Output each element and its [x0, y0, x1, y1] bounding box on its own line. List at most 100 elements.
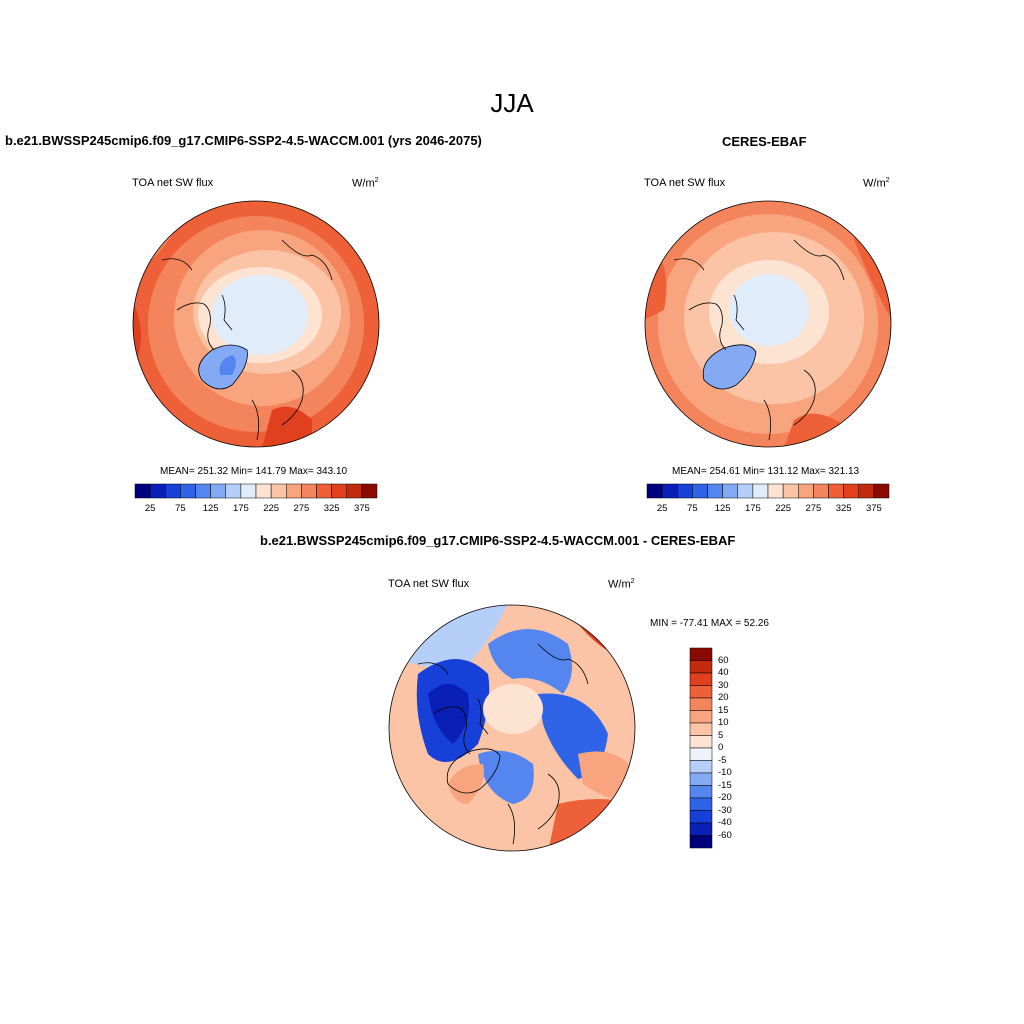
colorbar-swatch: [843, 483, 859, 499]
page-title: JJA: [490, 88, 534, 118]
colorbar-swatch: [677, 483, 693, 499]
colorbar-swatch: [813, 483, 829, 499]
right-polar-map: [644, 200, 892, 448]
left-colorbar-ticks: 25 75 125 175 225 275 325 375: [135, 503, 377, 515]
colorbar-swatch: [689, 735, 713, 749]
colorbar-tick-label: -30: [718, 804, 732, 816]
colorbar-swatch: [240, 483, 257, 499]
left-units-label: W/m2: [352, 177, 379, 190]
colorbar-swatch: [689, 772, 713, 786]
colorbar-swatch: [331, 483, 347, 499]
colorbar-tick-label: 275: [805, 503, 822, 514]
diff-stats: MIN = -77.41 MAX = 52.26: [650, 618, 769, 629]
diff-variable-label: TOA net SW flux: [388, 578, 470, 590]
colorbar-swatch: [689, 647, 713, 661]
colorbar-tick-label: 275: [293, 503, 310, 514]
colorbar-swatch: [782, 483, 799, 499]
colorbar-swatch: [361, 483, 378, 499]
right-variable-label: TOA net SW flux: [644, 177, 726, 189]
colorbar-swatch: [707, 483, 723, 499]
colorbar-swatch: [195, 483, 211, 499]
right-units-label: W/m2: [863, 177, 890, 190]
colorbar-tick-label: -20: [718, 792, 732, 803]
colorbar-tick-label: 40: [718, 667, 729, 678]
colorbar-swatch: [689, 722, 713, 736]
colorbar-swatch: [301, 483, 317, 499]
colorbar-swatch: [316, 483, 332, 499]
colorbar-swatch: [210, 483, 226, 499]
colorbar-swatch: [346, 483, 363, 499]
right-colorbar-ticks: 25 75 125 175 225 275 325 375: [647, 503, 889, 515]
colorbar-swatch: [737, 483, 754, 499]
colorbar-swatch: [828, 483, 844, 499]
colorbar-tick-label: 30: [718, 679, 729, 691]
colorbar-swatch: [689, 760, 713, 774]
right-panel-title: CERES-EBAF: [722, 134, 807, 149]
colorbar-tick-label: 75: [687, 503, 698, 514]
left-variable-label: TOA net SW flux: [132, 177, 214, 189]
colorbar-tick-label: 0: [718, 742, 724, 753]
colorbar-tick-label: 10: [718, 717, 729, 728]
colorbar-tick-label: -40: [718, 817, 732, 828]
colorbar-swatch: [149, 483, 166, 499]
colorbar-tick-label: -10: [718, 767, 732, 778]
colorbar-swatch: [286, 483, 302, 499]
diff-colorbar-ticks: 60 40 30 20 15 10 5 0 -5 -10 -15 -20 -30 -40 -60: [718, 648, 758, 848]
colorbar-tick-label: 5: [718, 729, 724, 741]
diff-colorbar: [689, 647, 713, 849]
colorbar-swatch: [689, 797, 713, 811]
colorbar-tick-label: 125: [202, 503, 219, 514]
left-polar-map: [132, 200, 380, 448]
colorbar-swatch: [180, 483, 196, 499]
colorbar-tick-label: 175: [744, 503, 761, 514]
colorbar-tick-label: 75: [175, 503, 186, 514]
colorbar-swatch: [689, 747, 713, 761]
right-colorbar: [646, 483, 890, 499]
colorbar-swatch: [858, 483, 875, 499]
colorbar-tick-label: 225: [263, 503, 280, 514]
colorbar-swatch: [692, 483, 708, 499]
diff-units-label: W/m2: [608, 578, 635, 591]
colorbar-tick-label: 20: [718, 692, 729, 703]
colorbar-swatch: [767, 483, 784, 499]
diff-panel-title: b.e21.BWSSP245cmip6.f09_g17.CMIP6-SSP2-4…: [260, 533, 736, 548]
colorbar-swatch: [689, 672, 713, 686]
colorbar-swatch: [225, 483, 242, 499]
colorbar-tick-label: 175: [232, 503, 249, 514]
colorbar-swatch: [255, 483, 272, 499]
left-colorbar: [134, 483, 378, 499]
colorbar-swatch: [689, 660, 713, 674]
colorbar-tick-label: -5: [718, 754, 727, 766]
colorbar-swatch: [689, 710, 713, 724]
colorbar-tick-label: 325: [323, 503, 340, 514]
colorbar-swatch: [752, 483, 769, 499]
colorbar-tick-label: 60: [718, 654, 729, 666]
colorbar-swatch: [689, 810, 713, 824]
colorbar-swatch: [646, 483, 663, 499]
colorbar-tick-label: 15: [718, 704, 729, 716]
colorbar-tick-label: 325: [835, 503, 852, 514]
colorbar-swatch: [689, 835, 713, 849]
colorbar-tick-label: 375: [353, 503, 370, 514]
colorbar-tick-label: 125: [714, 503, 731, 514]
colorbar-swatch: [689, 822, 713, 836]
colorbar-swatch: [689, 697, 713, 711]
colorbar-tick-label: 25: [656, 503, 668, 514]
colorbar-swatch: [798, 483, 814, 499]
colorbar-swatch: [661, 483, 678, 499]
colorbar-swatch: [722, 483, 738, 499]
colorbar-swatch: [689, 785, 713, 799]
colorbar-swatch: [689, 685, 713, 699]
colorbar-swatch: [873, 483, 890, 499]
colorbar-tick-label: -15: [718, 779, 732, 791]
colorbar-tick-label: -60: [718, 829, 732, 841]
left-panel-title: b.e21.BWSSP245cmip6.f09_g17.CMIP6-SSP2-4…: [5, 133, 482, 148]
right-stats: MEAN= 254.61 Min= 131.12 Max= 321.13: [672, 466, 860, 477]
left-stats: MEAN= 251.32 Min= 141.79 Max= 343.10: [160, 466, 348, 477]
diff-polar-map: [388, 604, 636, 852]
colorbar-tick-label: 25: [144, 503, 156, 514]
colorbar-tick-label: 375: [865, 503, 882, 514]
colorbar-tick-label: 225: [775, 503, 792, 514]
colorbar-swatch: [134, 483, 151, 499]
colorbar-swatch: [270, 483, 287, 499]
